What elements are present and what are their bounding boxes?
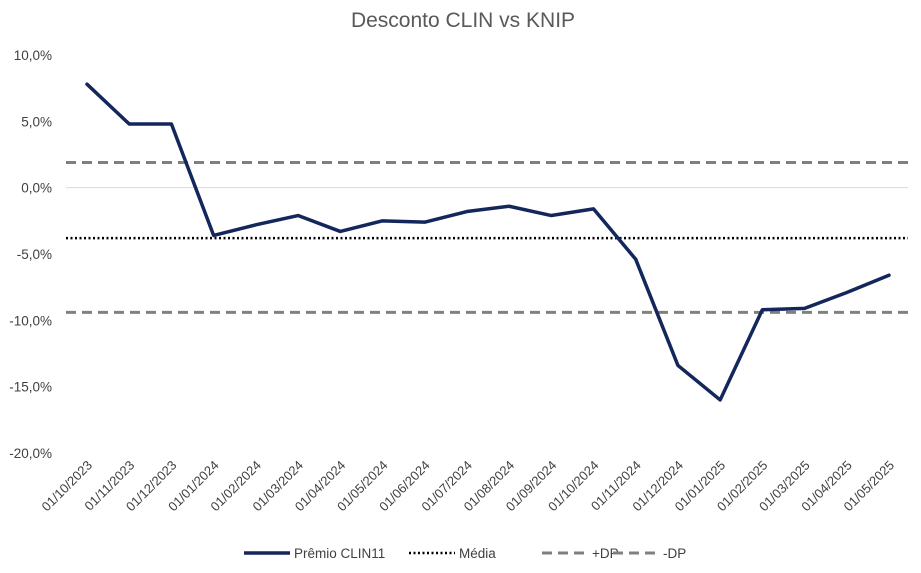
y-tick-label: -5,0%	[17, 247, 52, 262]
legend: Prêmio CLIN11 Média +DP -DP	[244, 546, 686, 561]
y-tick-label: 0,0%	[21, 181, 52, 196]
reference-lines	[66, 160, 908, 314]
series-line-premio-clin11	[85, 82, 891, 402]
y-axis: 10,0% 5,0% 0,0% -5,0% -10,0% -15,0% -20,0%	[9, 48, 52, 461]
y-tick-label: -10,0%	[9, 313, 52, 328]
series-lines	[85, 82, 891, 402]
y-tick-label: -20,0%	[9, 446, 52, 461]
legend-label: Prêmio CLIN11	[294, 546, 385, 561]
y-tick-label: 5,0%	[21, 114, 52, 129]
x-axis: 01/10/202301/11/202301/12/202301/01/2024…	[38, 458, 897, 515]
chart-title: Desconto CLIN vs KNIP	[351, 9, 575, 32]
legend-label: Média	[459, 546, 496, 561]
y-tick-label: -15,0%	[9, 380, 52, 395]
legend-label: +DP	[592, 546, 619, 561]
legend-label: -DP	[663, 546, 686, 561]
y-tick-label: 10,0%	[14, 48, 52, 63]
